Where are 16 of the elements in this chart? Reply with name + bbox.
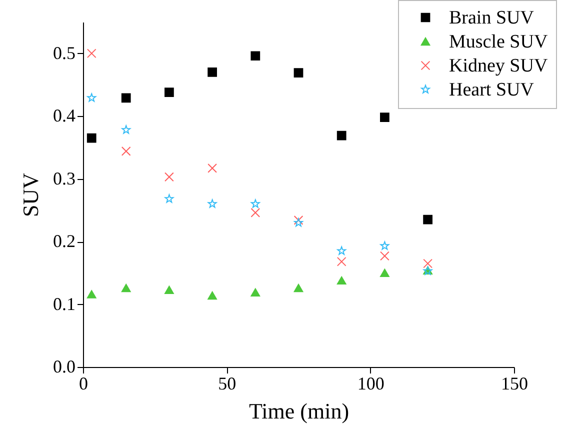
x-axis-title: Time (min) — [248, 398, 350, 424]
y-axis-title: SUV — [18, 172, 43, 218]
legend-label: Kidney SUV — [449, 56, 548, 76]
x-tick-label: 100 — [357, 374, 384, 394]
legend-label: Muscle SUV — [449, 32, 548, 52]
y-tick-label: 0.1 — [53, 294, 76, 314]
x-tick-label: 150 — [501, 374, 528, 394]
y-tick-label: 0.4 — [53, 106, 76, 126]
legend-label: Heart SUV — [449, 80, 534, 100]
y-tick-label: 0.3 — [53, 168, 76, 188]
legend-label: Brain SUV — [449, 8, 534, 28]
y-tick-label: 0.0 — [53, 356, 76, 376]
y-tick-label: 0.2 — [53, 231, 76, 252]
x-tick-label: 0 — [79, 374, 88, 394]
y-tick-label: 0.5 — [53, 42, 76, 63]
x-tick-label: 50 — [218, 374, 236, 394]
